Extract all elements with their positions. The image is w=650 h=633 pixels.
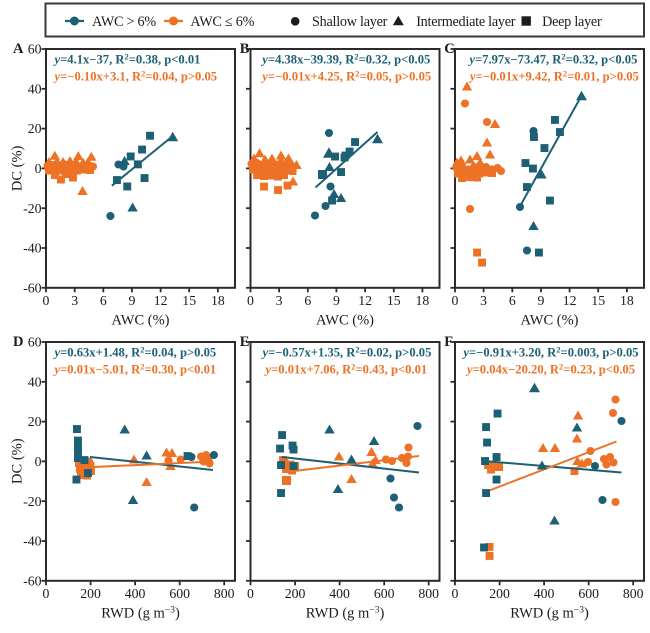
- svg-text:60: 60: [28, 335, 42, 350]
- svg-text:3: 3: [276, 293, 283, 308]
- svg-text:200: 200: [489, 586, 510, 601]
- svg-text:y=4.1x−37, R2=0.38, p<0.01: y=4.1x−37, R2=0.38, p<0.01: [53, 52, 201, 67]
- svg-text:0: 0: [35, 454, 42, 469]
- svg-text:0: 0: [247, 293, 254, 308]
- svg-text:AWC (%): AWC (%): [316, 312, 374, 328]
- svg-text:3: 3: [480, 293, 487, 308]
- svg-text:-40: -40: [23, 534, 41, 549]
- svg-text:800: 800: [623, 586, 644, 601]
- svg-text:0: 0: [247, 586, 254, 601]
- svg-text:AWC (%): AWC (%): [111, 312, 169, 328]
- svg-text:y=0.63x+1.48, R2=0.04, p>0.05: y=0.63x+1.48, R2=0.04, p>0.05: [53, 345, 217, 360]
- svg-text:-60: -60: [23, 280, 41, 295]
- svg-text:60: 60: [28, 42, 42, 57]
- svg-text:200: 200: [285, 586, 306, 601]
- svg-text:DC (%): DC (%): [10, 438, 26, 484]
- svg-text:Deep layer: Deep layer: [542, 14, 602, 30]
- svg-text:AWC ≤ 6%: AWC ≤ 6%: [190, 14, 254, 30]
- svg-text:DC (%): DC (%): [10, 145, 26, 191]
- svg-text:20: 20: [28, 121, 42, 136]
- svg-text:20: 20: [28, 414, 42, 429]
- svg-text:400: 400: [534, 586, 555, 601]
- svg-text:-60: -60: [23, 573, 41, 588]
- svg-text:15: 15: [387, 293, 401, 308]
- svg-text:y=0.01x+7.06, R2=0.43, p<0.01: y=0.01x+7.06, R2=0.43, p<0.01: [264, 362, 428, 377]
- svg-text:600: 600: [578, 586, 599, 601]
- svg-text:y=−0.01x+4.25, R2=0.05, p>0.05: y=−0.01x+4.25, R2=0.05, p>0.05: [260, 69, 431, 84]
- svg-text:800: 800: [214, 586, 235, 601]
- svg-text:0: 0: [35, 161, 42, 176]
- svg-text:200: 200: [80, 586, 101, 601]
- svg-text:0: 0: [452, 586, 459, 601]
- svg-text:0: 0: [43, 586, 50, 601]
- svg-text:F: F: [444, 334, 453, 350]
- svg-text:Shallow layer: Shallow layer: [312, 14, 388, 30]
- svg-text:D: D: [13, 334, 23, 350]
- svg-text:0: 0: [43, 293, 50, 308]
- svg-text:y=−0.57x+1.35, R2=0.02, p>0.05: y=−0.57x+1.35, R2=0.02, p>0.05: [261, 345, 432, 360]
- svg-text:y=−0.91x+3.20, R2=0.003, p>0.0: y=−0.91x+3.20, R2=0.003, p>0.05: [461, 345, 638, 360]
- svg-text:15: 15: [182, 293, 196, 308]
- svg-text:12: 12: [358, 293, 372, 308]
- svg-text:-20: -20: [23, 494, 41, 509]
- svg-text:y=7.97x−73.47, R2=0.32, p<0.05: y=7.97x−73.47, R2=0.32, p<0.05: [467, 52, 637, 67]
- svg-text:3: 3: [71, 293, 78, 308]
- svg-text:AWC (%): AWC (%): [520, 312, 578, 328]
- svg-text:y=−0.01x+9.42, R2=0.01, p>0.05: y=−0.01x+9.42, R2=0.01, p>0.05: [468, 69, 639, 84]
- svg-text:C: C: [444, 41, 454, 57]
- svg-text:600: 600: [374, 586, 395, 601]
- svg-text:y=4.38x−39.39, R2=0.32, p<0.05: y=4.38x−39.39, R2=0.32, p<0.05: [260, 52, 430, 67]
- svg-text:9: 9: [128, 293, 135, 308]
- svg-text:0: 0: [452, 293, 459, 308]
- svg-text:6: 6: [304, 293, 311, 308]
- svg-text:400: 400: [125, 586, 146, 601]
- svg-text:18: 18: [416, 293, 430, 308]
- svg-text:40: 40: [28, 81, 42, 96]
- svg-text:18: 18: [620, 293, 634, 308]
- svg-text:RWD (g m−3): RWD (g m−3): [306, 605, 385, 621]
- svg-text:6: 6: [100, 293, 107, 308]
- svg-text:y=0.04x−20.20, R2=0.23, p<0.05: y=0.04x−20.20, R2=0.23, p<0.05: [465, 362, 635, 377]
- svg-text:A: A: [13, 41, 24, 57]
- svg-text:18: 18: [211, 293, 225, 308]
- svg-text:-40: -40: [23, 241, 41, 256]
- svg-text:RWD (g m−3): RWD (g m−3): [510, 605, 589, 621]
- svg-text:40: 40: [28, 374, 42, 389]
- svg-text:600: 600: [169, 586, 190, 601]
- svg-text:B: B: [240, 41, 250, 57]
- svg-text:12: 12: [154, 293, 168, 308]
- svg-text:-20: -20: [23, 201, 41, 216]
- svg-text:800: 800: [418, 586, 439, 601]
- svg-text:12: 12: [563, 293, 577, 308]
- svg-text:Intermediate layer: Intermediate layer: [416, 14, 516, 30]
- svg-text:9: 9: [538, 293, 545, 308]
- svg-text:AWC > 6%: AWC > 6%: [92, 14, 156, 30]
- svg-text:15: 15: [591, 293, 605, 308]
- svg-text:9: 9: [333, 293, 340, 308]
- svg-text:400: 400: [329, 586, 350, 601]
- svg-text:6: 6: [509, 293, 516, 308]
- svg-text:y=−0.10x+3.1, R2=0.04, p>0.05: y=−0.10x+3.1, R2=0.04, p>0.05: [53, 69, 218, 84]
- svg-text:y=0.01x−5.01, R2=0.30, p<0.01: y=0.01x−5.01, R2=0.30, p<0.01: [53, 362, 217, 377]
- svg-text:RWD (g m−3): RWD (g m−3): [101, 605, 180, 621]
- svg-text:E: E: [240, 334, 250, 350]
